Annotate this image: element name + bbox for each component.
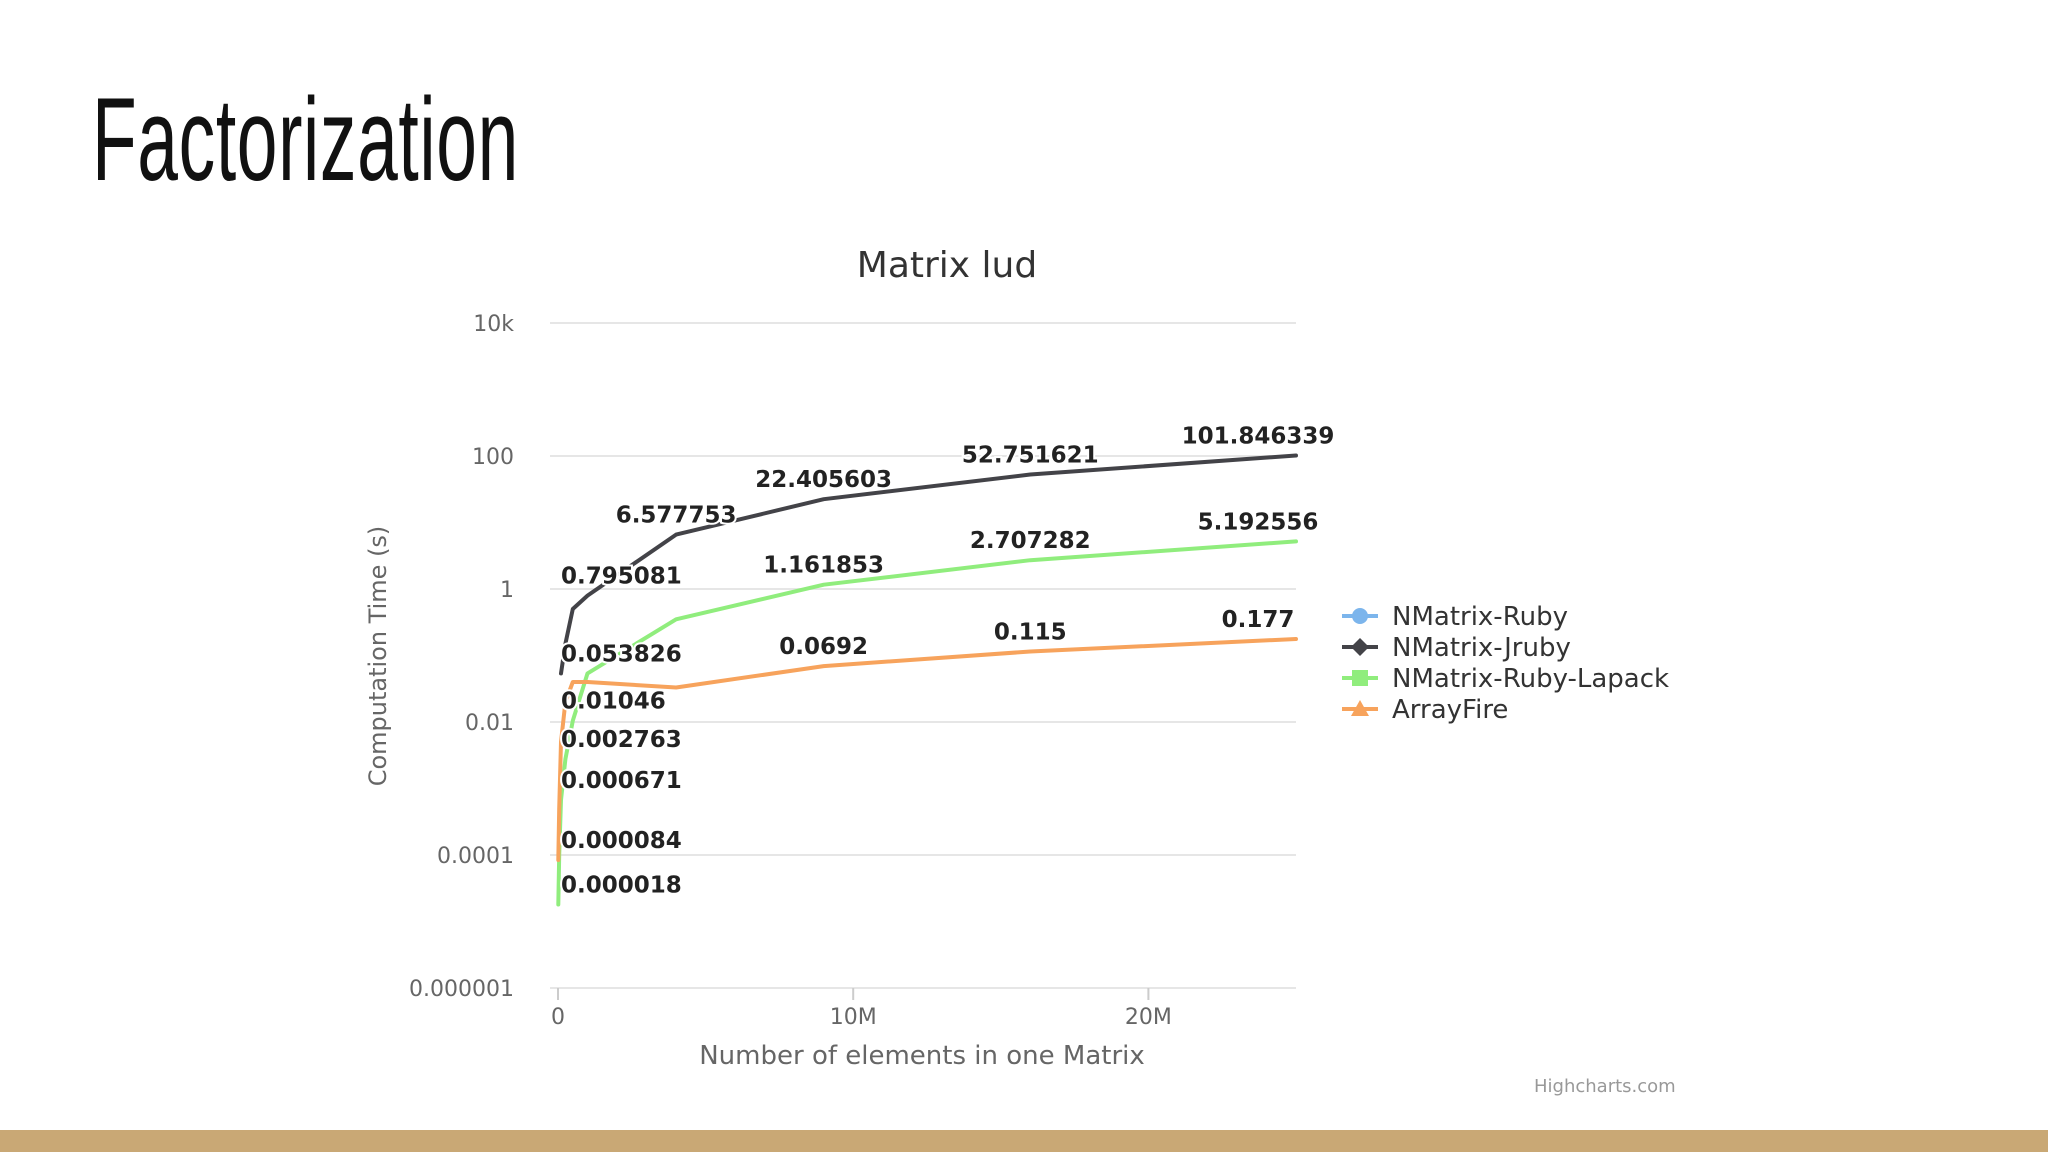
data-label: 0.01046 (561, 689, 666, 715)
legend-circle-icon (1352, 608, 1368, 624)
x-tick-label: 10M (830, 1005, 877, 1030)
data-label: 0.000018 (561, 873, 682, 899)
data-label: 0.002763 (561, 727, 682, 753)
data-label: 0.000084 (561, 828, 682, 854)
bottom-accent-bar (0, 1130, 2048, 1152)
highcharts-credit[interactable]: Highcharts.com (1534, 1076, 1676, 1097)
data-label: 5.192556 (1198, 509, 1319, 535)
legend-item-arrayfire[interactable]: ArrayFire (1392, 695, 1508, 725)
data-label: 6.577753 (616, 503, 737, 529)
data-label: 0.000671 (561, 768, 682, 794)
data-label: 101.846339 (1182, 423, 1335, 449)
y-tick-label: 0.000001 (409, 977, 514, 1002)
legend-item-nmatrix-ruby[interactable]: NMatrix-Ruby (1392, 602, 1568, 632)
legend-square-icon (1352, 670, 1368, 686)
y-tick-label: 1 (500, 578, 514, 603)
data-label: 1.161853 (763, 553, 884, 579)
data-label: 2.707282 (970, 528, 1091, 554)
data-label: 0.177 (1222, 607, 1295, 633)
series-line-arrayfire (556, 637, 1298, 862)
x-axis-title: Number of elements in one Matrix (699, 1041, 1145, 1071)
y-tick-label: 10k (473, 312, 514, 337)
x-tick-label: 20M (1125, 1005, 1172, 1030)
y-tick-label: 100 (472, 445, 514, 470)
legend-triangle-icon (1351, 700, 1369, 716)
chart-title: Matrix lud (857, 245, 1037, 286)
x-tick-label: 0 (551, 1005, 565, 1030)
y-tick-label: 0.01 (465, 711, 514, 736)
legend-item-nmatrix-ruby-lapack[interactable]: NMatrix-Ruby-Lapack (1392, 664, 1669, 694)
legend-item-nmatrix-jruby[interactable]: NMatrix-Jruby (1392, 633, 1571, 663)
data-label: 22.405603 (755, 467, 892, 493)
legend-diamond-icon (1351, 638, 1369, 656)
series-line-nmatrix-jruby (559, 453, 1298, 676)
slide-title: Factorization (92, 74, 519, 206)
data-label: 0.053826 (561, 641, 682, 667)
y-axis-title: Computation Time (s) (364, 526, 392, 787)
data-label: 0.795081 (561, 564, 682, 590)
data-label: 0.115 (994, 619, 1067, 645)
data-label: 52.751621 (962, 442, 1099, 468)
data-label: 0.0692 (779, 634, 868, 660)
y-tick-label: 0.0001 (437, 844, 514, 869)
